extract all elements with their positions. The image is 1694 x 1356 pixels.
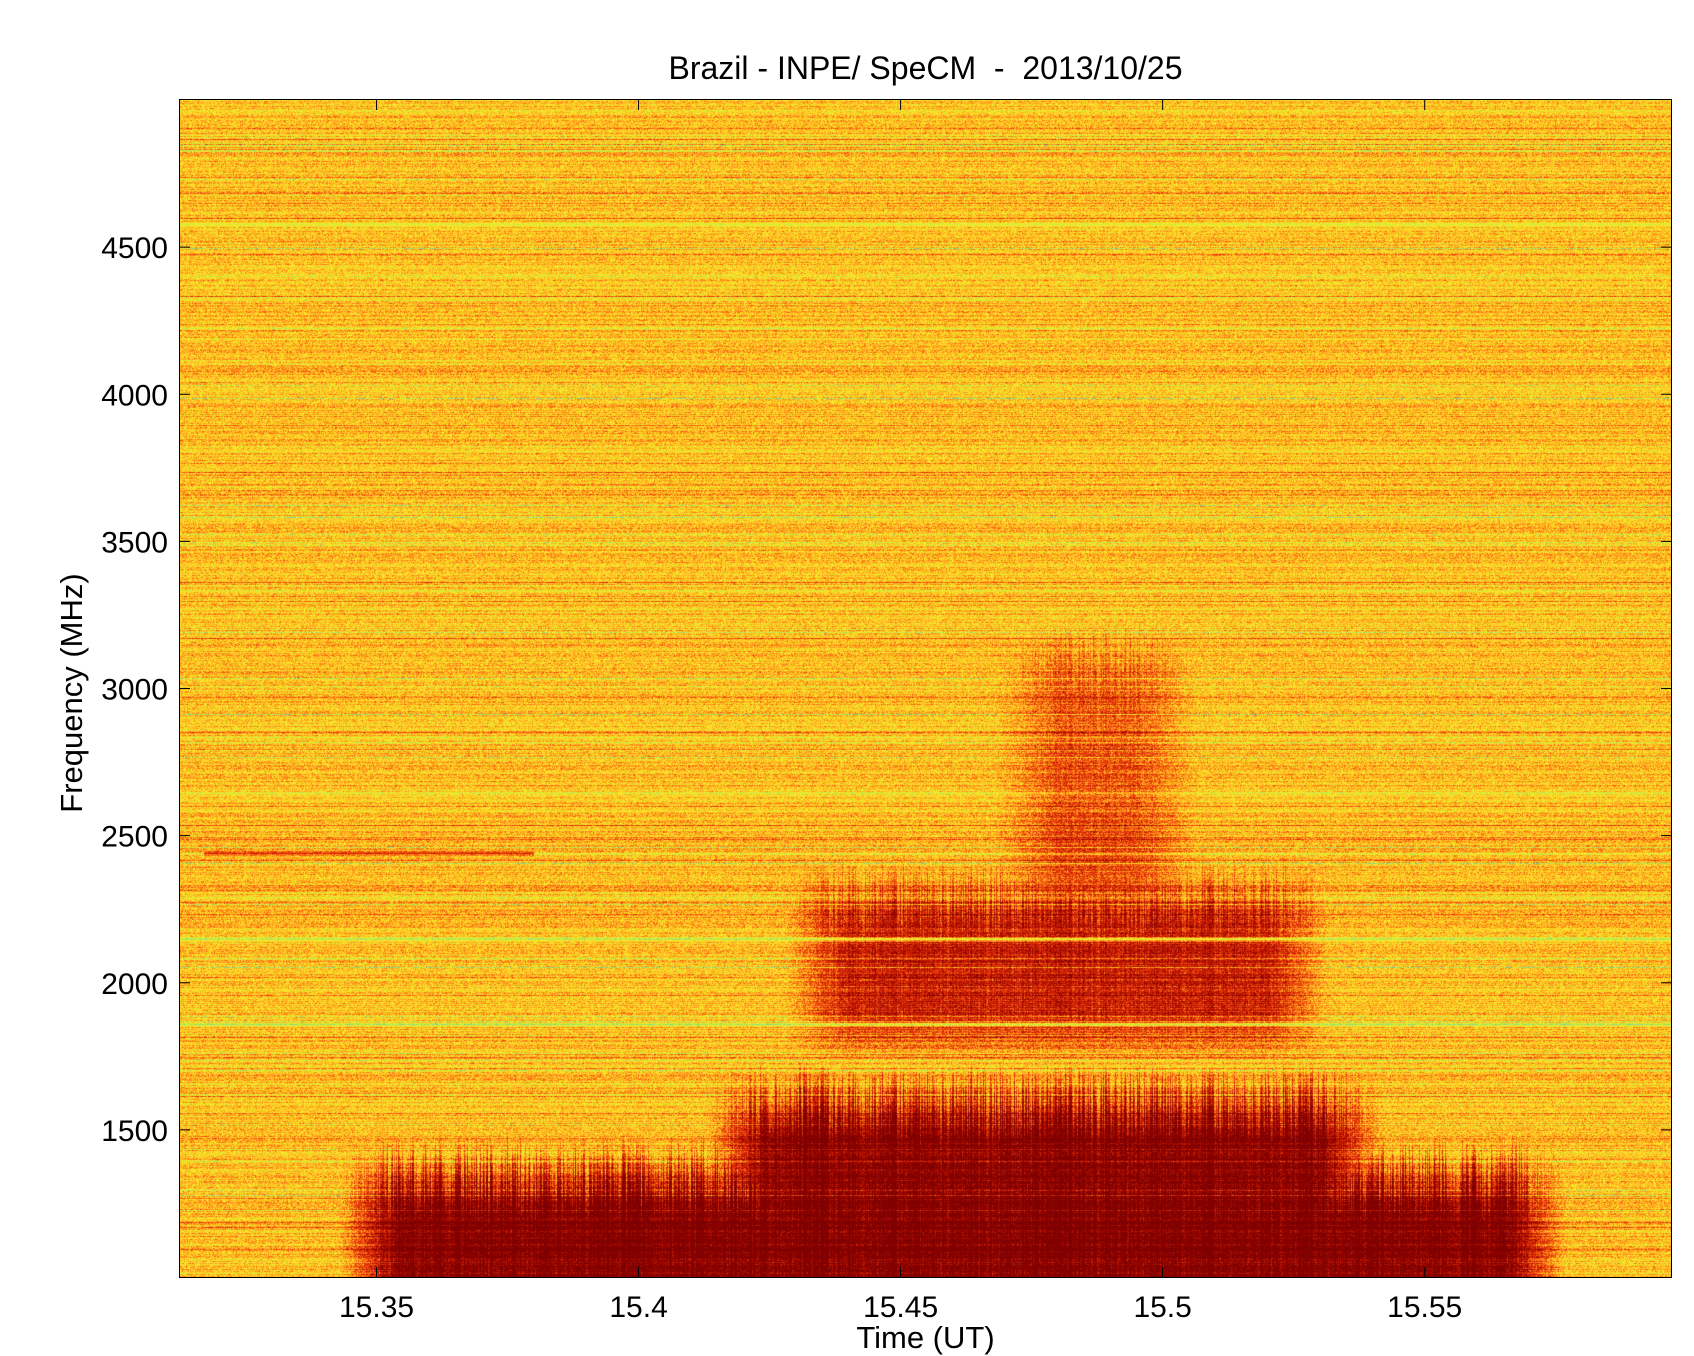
chart-title: Brazil - INPE/ SpeCM - 2013/10/25 bbox=[668, 50, 1183, 86]
spectrogram-heatmap bbox=[180, 100, 1671, 1277]
y-axis-label: Frequency (MHz) bbox=[54, 573, 89, 813]
y-tick-label: 3000 bbox=[101, 674, 168, 707]
y-tick-label: 4000 bbox=[101, 379, 168, 412]
y-tick-label: 2000 bbox=[101, 968, 168, 1001]
y-tick-label: 3500 bbox=[101, 526, 168, 559]
y-tick-label: 2500 bbox=[101, 821, 168, 854]
y-tick-label: 1500 bbox=[101, 1115, 168, 1148]
x-axis-label: Time (UT) bbox=[856, 1320, 995, 1355]
y-tick-label: 4500 bbox=[101, 232, 168, 265]
spectrogram-plot-area bbox=[180, 100, 1671, 1277]
